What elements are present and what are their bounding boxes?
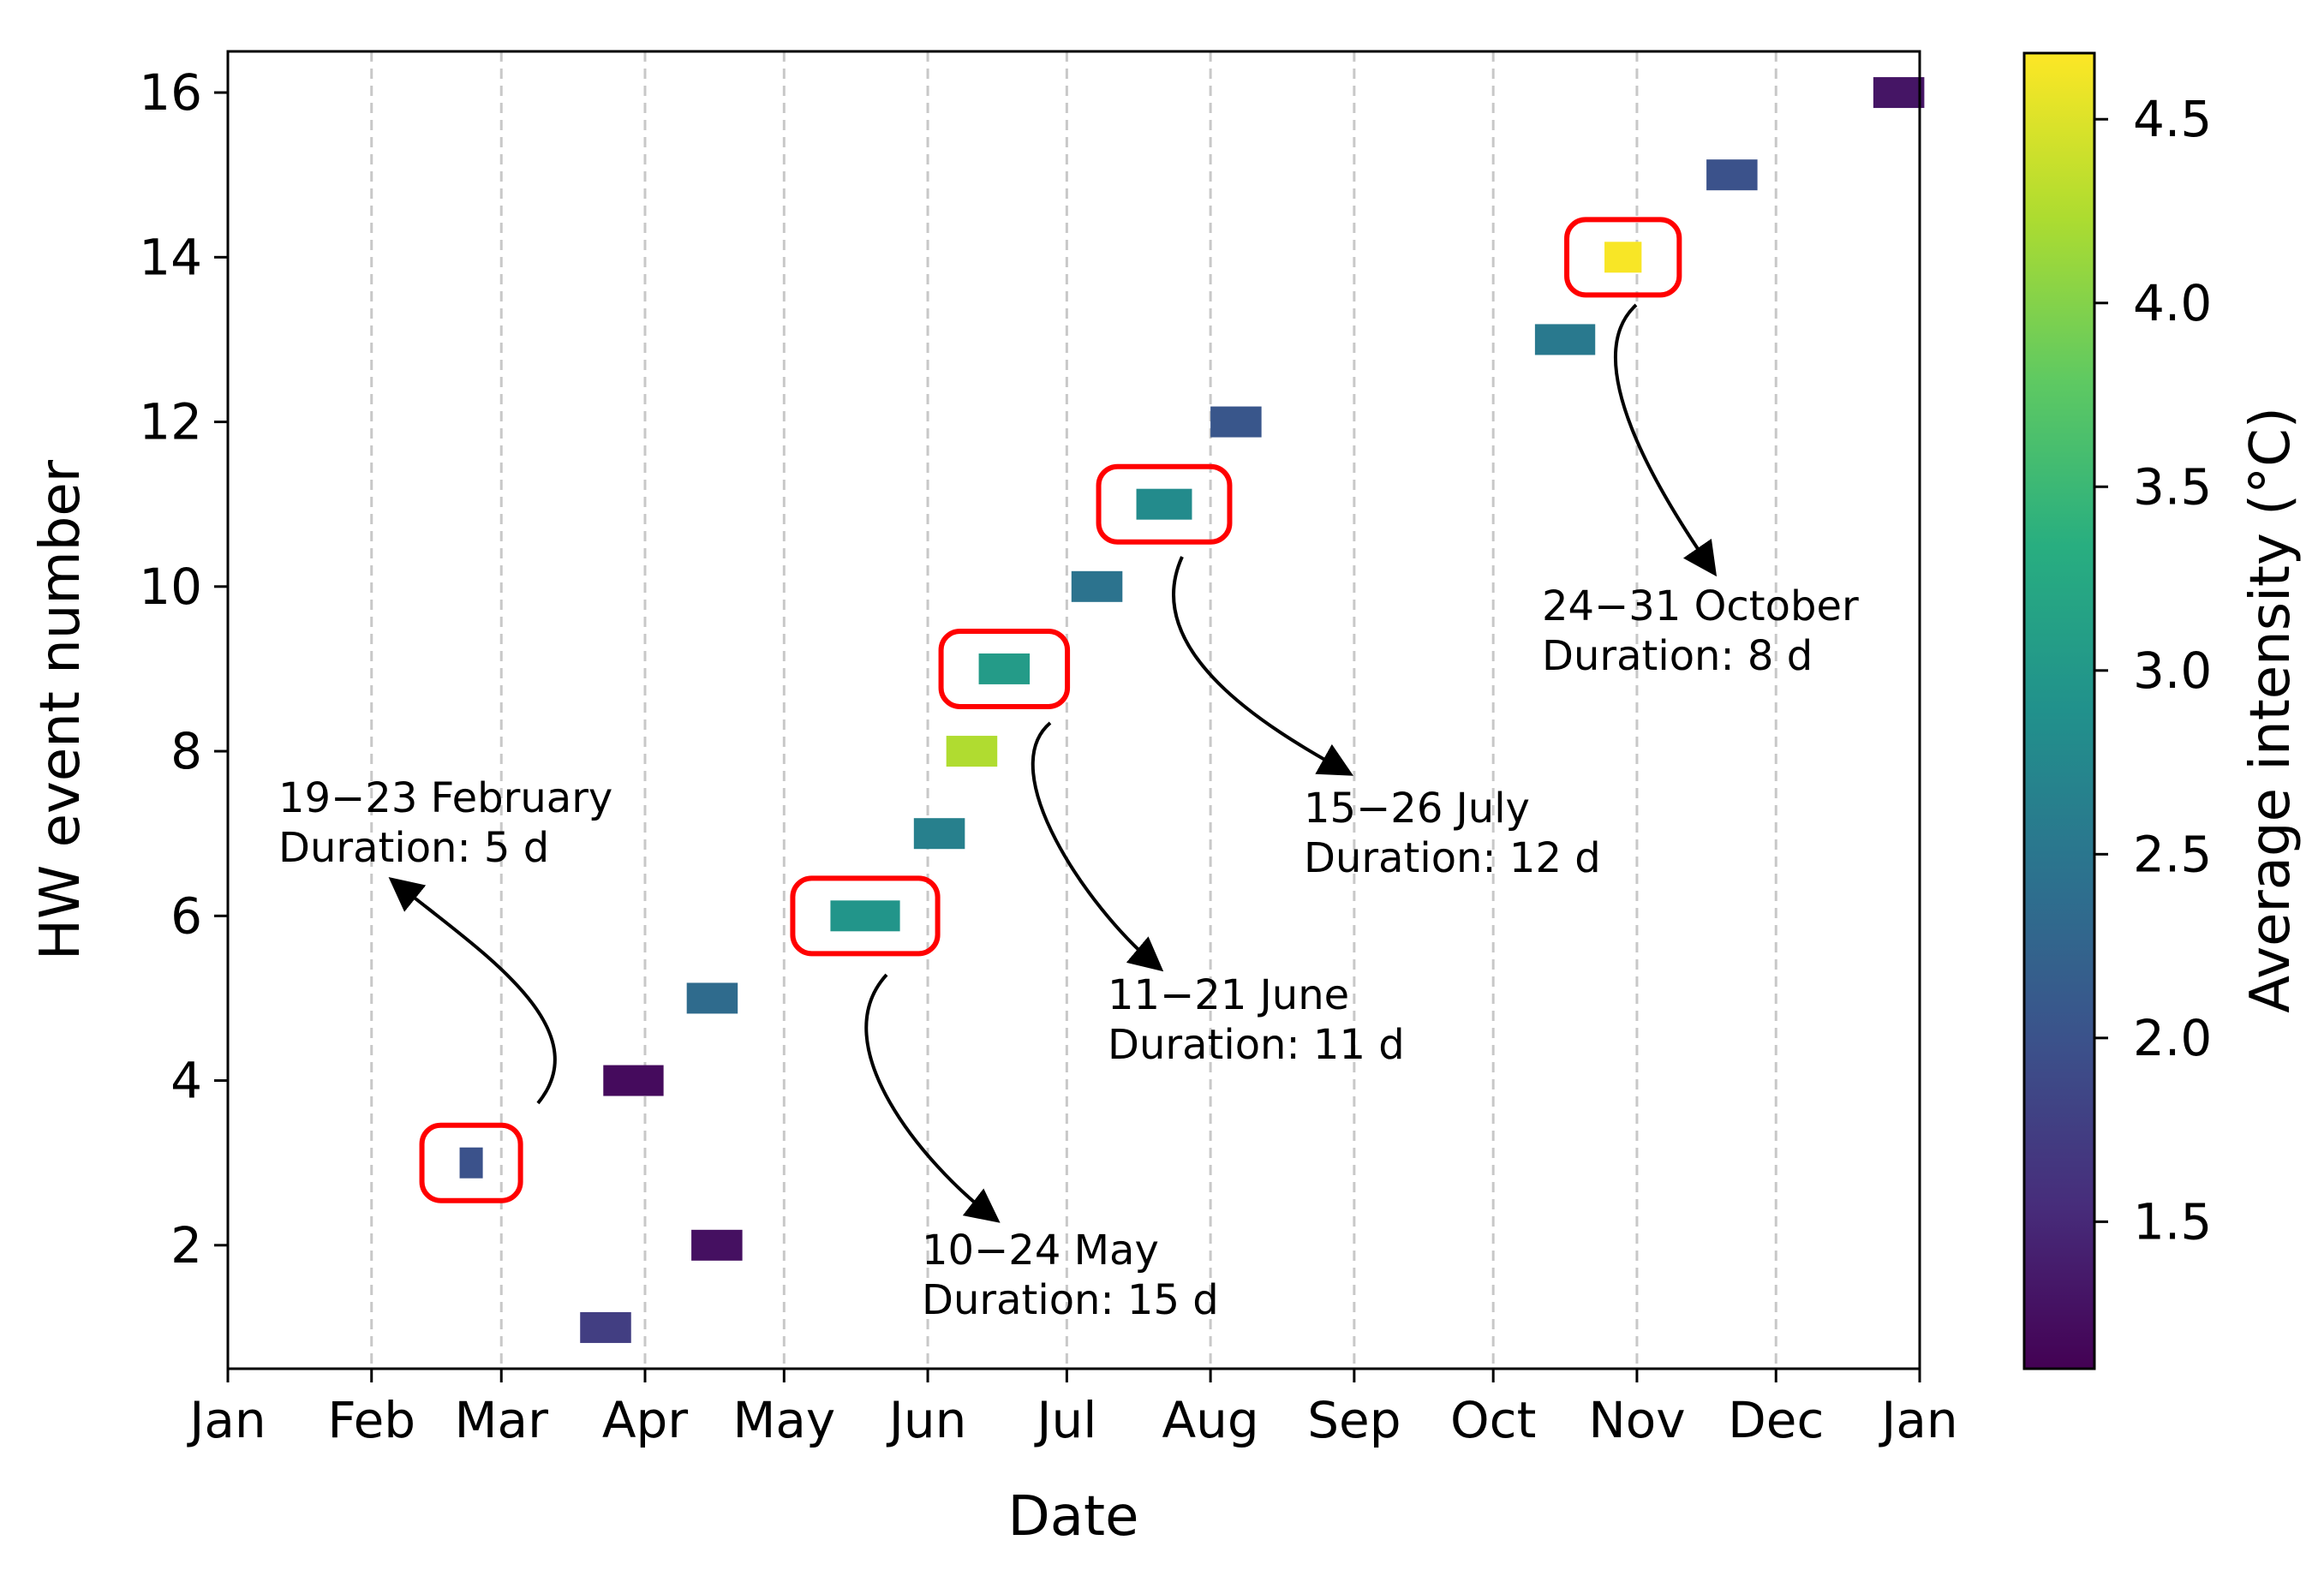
- event-bar-12: [1210, 406, 1262, 438]
- grid-lines: [370, 51, 1777, 1369]
- colorbar: [2022, 51, 2096, 1370]
- y-tick-label-4: 4: [170, 1052, 202, 1110]
- event-bar-2: [691, 1229, 743, 1261]
- y-tick-label-16: 16: [139, 63, 202, 122]
- event-bar-3: [459, 1147, 483, 1179]
- x-tick-label-2: Mar: [455, 1391, 549, 1449]
- colorbar-title: Average intensity (°C): [2239, 407, 2303, 1013]
- x-axis: Jan Feb Mar Apr May Jun Jul Aug Sep Oct Nov Dec Jan: [187, 1369, 1958, 1449]
- event-bar-13: [1534, 324, 1596, 355]
- event-bar-11: [1136, 488, 1192, 520]
- annotation-arrow-9: [1031, 721, 1164, 972]
- event-bar-10: [1071, 570, 1123, 602]
- x-tick-label-9: Oct: [1450, 1391, 1536, 1449]
- highlight-box-14: [1564, 217, 1682, 298]
- annotation-line2-3: Duration: 5 d: [278, 824, 549, 872]
- annotation-line1-14: 24−31 October: [1542, 582, 1859, 630]
- y-tick-label-8: 8: [170, 722, 202, 780]
- event-bar-8: [946, 736, 998, 767]
- event-bar-9: [978, 653, 1031, 684]
- x-tick-label-4: May: [732, 1391, 835, 1449]
- highlight-box-9: [938, 628, 1071, 709]
- x-tick-label-6: Jul: [1034, 1391, 1096, 1449]
- colorbar-tick-label-2.0: 2.0: [2133, 1009, 2212, 1067]
- colorbar-ticks: 1.5 2.0 2.5 3.0 3.5 4.0 4.5: [2094, 90, 2212, 1251]
- x-tick-label-3: Apr: [602, 1391, 688, 1449]
- y-tick-label-14: 14: [139, 228, 202, 286]
- plot-frame: [226, 50, 1921, 1370]
- colorbar-tick-label-4.5: 4.5: [2133, 90, 2212, 148]
- colorbar-tick-label-3.0: 3.0: [2133, 642, 2212, 700]
- y-tick-label-10: 10: [139, 558, 202, 616]
- colorbar-tick-label-2.5: 2.5: [2133, 825, 2212, 883]
- x-tick-label-12: Jan: [1879, 1391, 1957, 1449]
- x-axis-title: Date: [1008, 1485, 1139, 1549]
- highlight-box-6: [790, 875, 941, 957]
- colorbar-tick-label-1.5: 1.5: [2133, 1192, 2212, 1251]
- event-marks: [459, 77, 1925, 1343]
- x-tick-label-1: Feb: [327, 1391, 415, 1449]
- annotation-line2-11: Duration: 12 d: [1304, 834, 1601, 882]
- annotation-line2-6: Duration: 15 d: [922, 1276, 1219, 1324]
- y-tick-label-2: 2: [170, 1216, 202, 1275]
- annotation-arrow-3: [388, 876, 557, 1105]
- y-axis: 2 4 6 8 10 12 14 16: [139, 63, 228, 1275]
- event-bar-6: [830, 900, 900, 932]
- event-bar-7: [913, 818, 965, 850]
- x-tick-label-7: Aug: [1162, 1391, 1258, 1449]
- event-bar-16: [1873, 77, 1925, 109]
- annotation-line1-6: 10−24 May: [922, 1227, 1159, 1275]
- y-axis-title: HW event number: [29, 459, 93, 960]
- annotation-arrow-11: [1172, 556, 1353, 776]
- annotation-line2-14: Duration: 8 d: [1542, 632, 1813, 680]
- event-bar-4: [603, 1065, 664, 1096]
- colorbar-tick-label-3.5: 3.5: [2133, 457, 2212, 516]
- highlight-box-11: [1096, 463, 1233, 545]
- y-tick-label-12: 12: [139, 393, 202, 451]
- annotation-line1-3: 19−23 February: [278, 774, 612, 822]
- x-tick-label-0: Jan: [187, 1391, 266, 1449]
- annotation-line1-11: 15−26 July: [1304, 785, 1530, 833]
- annotation-line2-9: Duration: 11 d: [1108, 1021, 1405, 1069]
- annotation-line1-9: 11−21 June: [1108, 971, 1349, 1019]
- x-tick-label-8: Sep: [1307, 1391, 1401, 1449]
- event-bar-14: [1604, 242, 1642, 273]
- annotation-arrow-14: [1614, 303, 1718, 577]
- annotation-arrow-6: [864, 973, 1001, 1223]
- x-tick-label-11: Dec: [1728, 1391, 1824, 1449]
- event-bar-5: [686, 982, 738, 1014]
- highlight-box-3: [419, 1122, 523, 1203]
- x-tick-label-5: Jun: [887, 1391, 967, 1449]
- colorbar-tick-label-4.0: 4.0: [2133, 274, 2212, 332]
- x-tick-label-10: Nov: [1588, 1391, 1685, 1449]
- event-bar-15: [1706, 159, 1758, 191]
- event-bar-1: [580, 1311, 631, 1343]
- y-tick-label-6: 6: [170, 886, 202, 945]
